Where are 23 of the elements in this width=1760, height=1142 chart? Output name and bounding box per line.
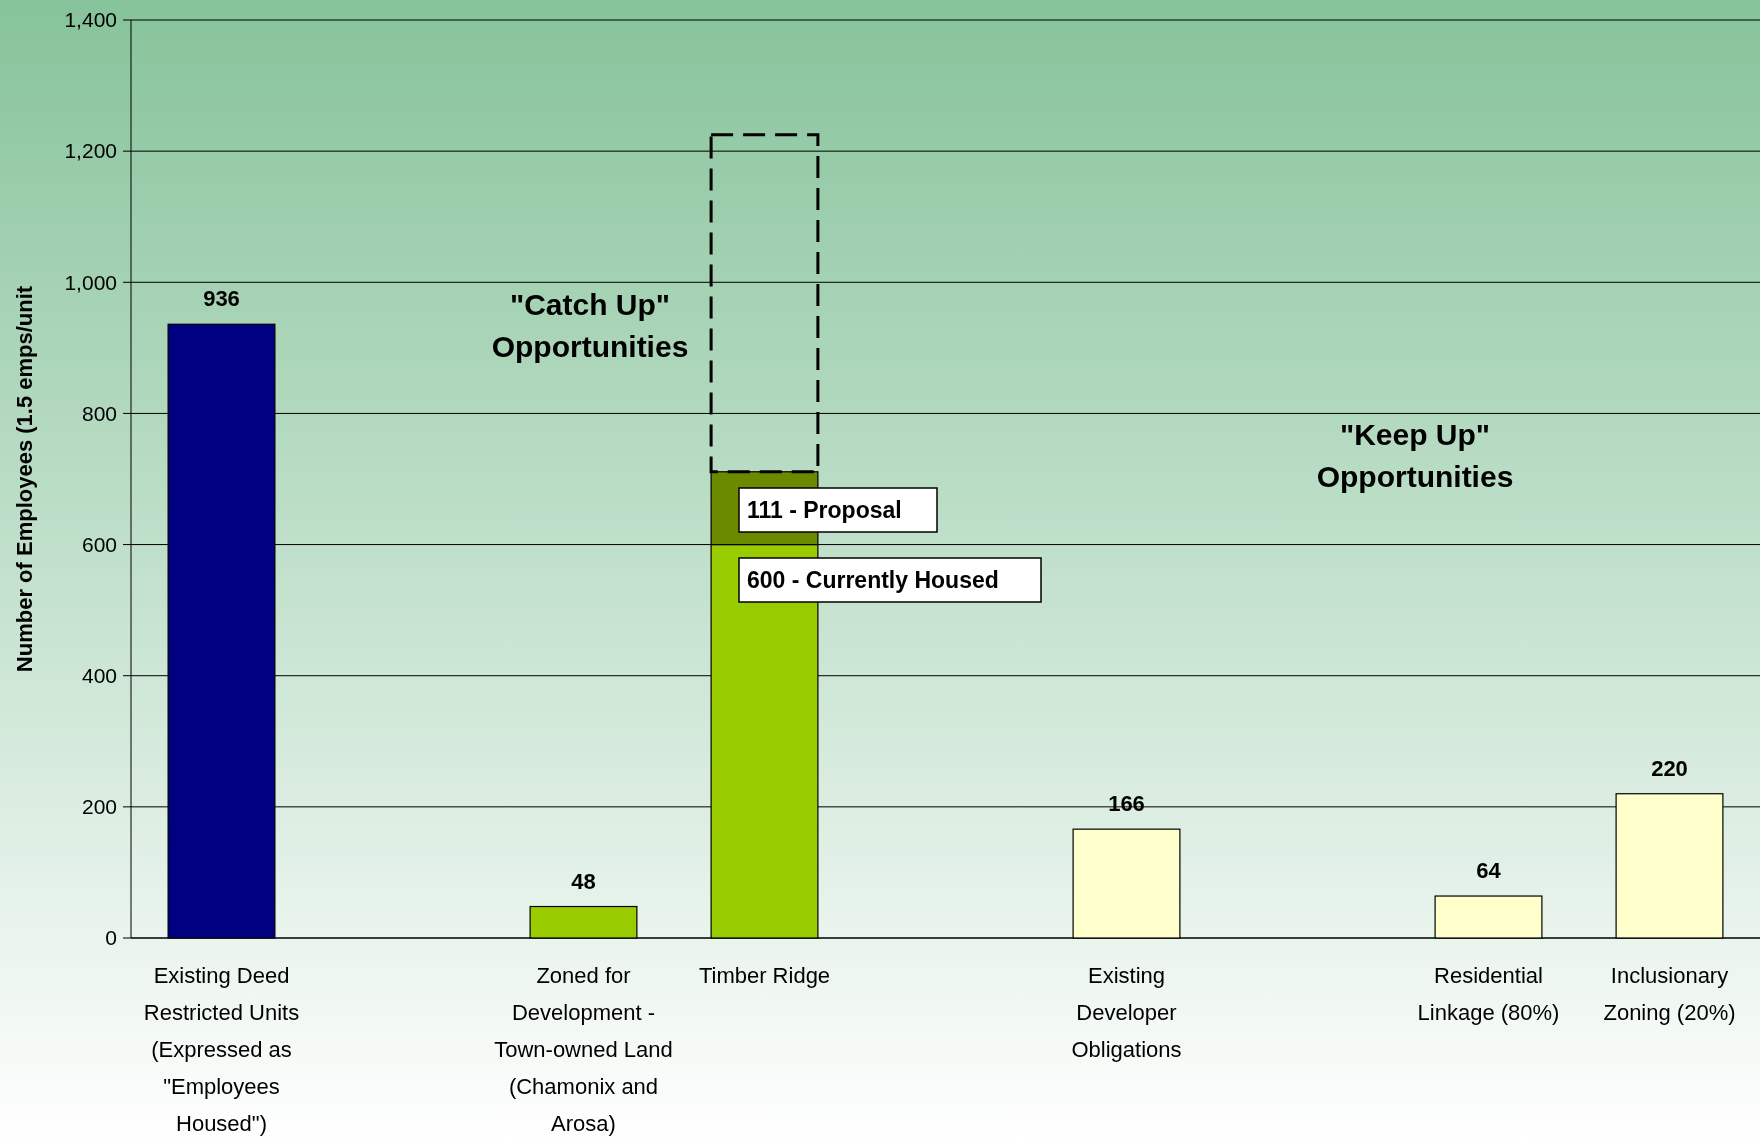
data-label: 48 [571,868,596,894]
y-tick-label: 1,400 [64,8,117,32]
y-tick-label: 600 [81,532,117,556]
data-label: 64 [1476,858,1502,884]
data-label: 220 [1651,755,1688,781]
data-label: 936 [203,286,240,312]
y-tick-label: 1,000 [64,270,117,294]
y-tick-label: 200 [81,795,117,819]
x-tick-label: Existing Deed Restricted Units (Expressed as "Employees Housed") [143,963,300,1136]
annotation: 600 - Currently Housed [747,567,999,594]
y-tick-label: 1,200 [64,139,117,163]
x-tick-label: Inclusionary Zoning (20%) [1603,963,1736,1025]
x-tick-label: Zoned for Development - Town-owned Land (Chamonix and Arosa) [494,963,673,1136]
annotation: "Catch Up" Opportunities [491,288,689,363]
x-tick-label: Existing Developer Obligations [1071,963,1182,1062]
y-tick-label: 400 [81,664,117,688]
y-tick-label: 800 [81,401,117,425]
x-tick-label: Timber Ridge [698,963,831,988]
annotation: 111 - Proposal [747,497,902,524]
y-axis-title: Number of Employees (1.5 emps/unit [12,285,37,673]
annotation: "Keep Up" Opportunities [1316,418,1514,493]
y-tick-label: 0 [105,926,117,950]
x-tick-label: Residential Linkage (80%) [1417,963,1560,1025]
